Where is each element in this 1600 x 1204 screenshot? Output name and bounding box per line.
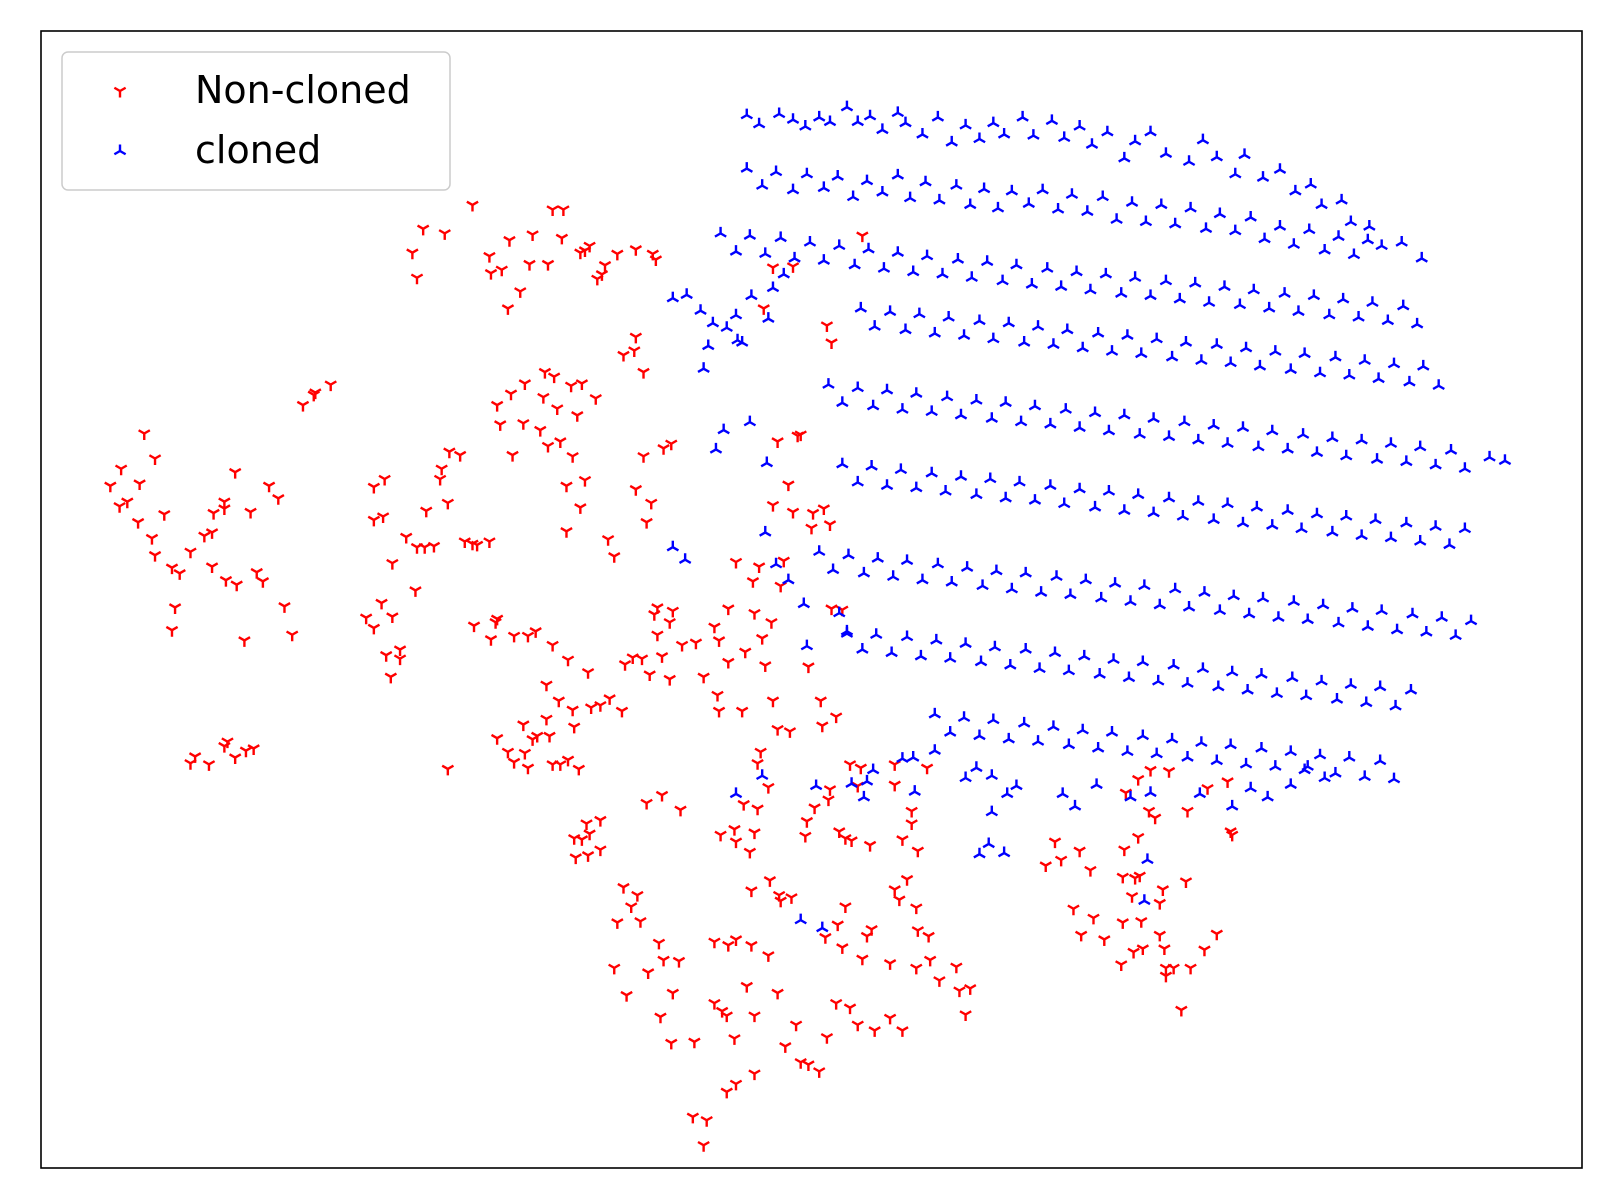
legend: Non-cloned cloned: [62, 52, 450, 190]
legend-label-1: cloned: [195, 128, 321, 172]
legend-label-0: Non-cloned: [195, 68, 411, 112]
